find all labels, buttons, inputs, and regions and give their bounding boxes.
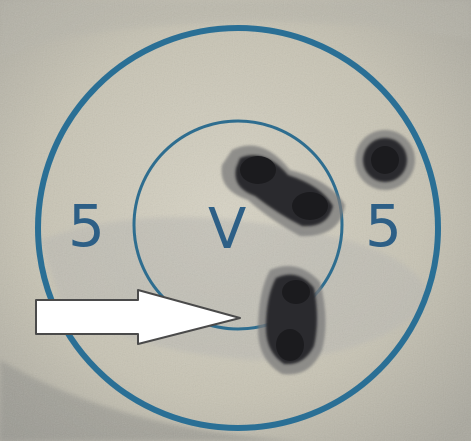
- right-ring-number: 5: [365, 192, 402, 260]
- inner-ring: [132, 119, 344, 331]
- bullet-hole-top: [221, 145, 345, 237]
- left-ring-number: 5: [68, 192, 105, 260]
- center-letter: V: [208, 197, 246, 262]
- white-arrow: [35, 289, 241, 345]
- bullet-hole-bottom: [258, 266, 326, 375]
- bullet-hole-right: [355, 130, 415, 190]
- outer-ring: [35, 25, 441, 431]
